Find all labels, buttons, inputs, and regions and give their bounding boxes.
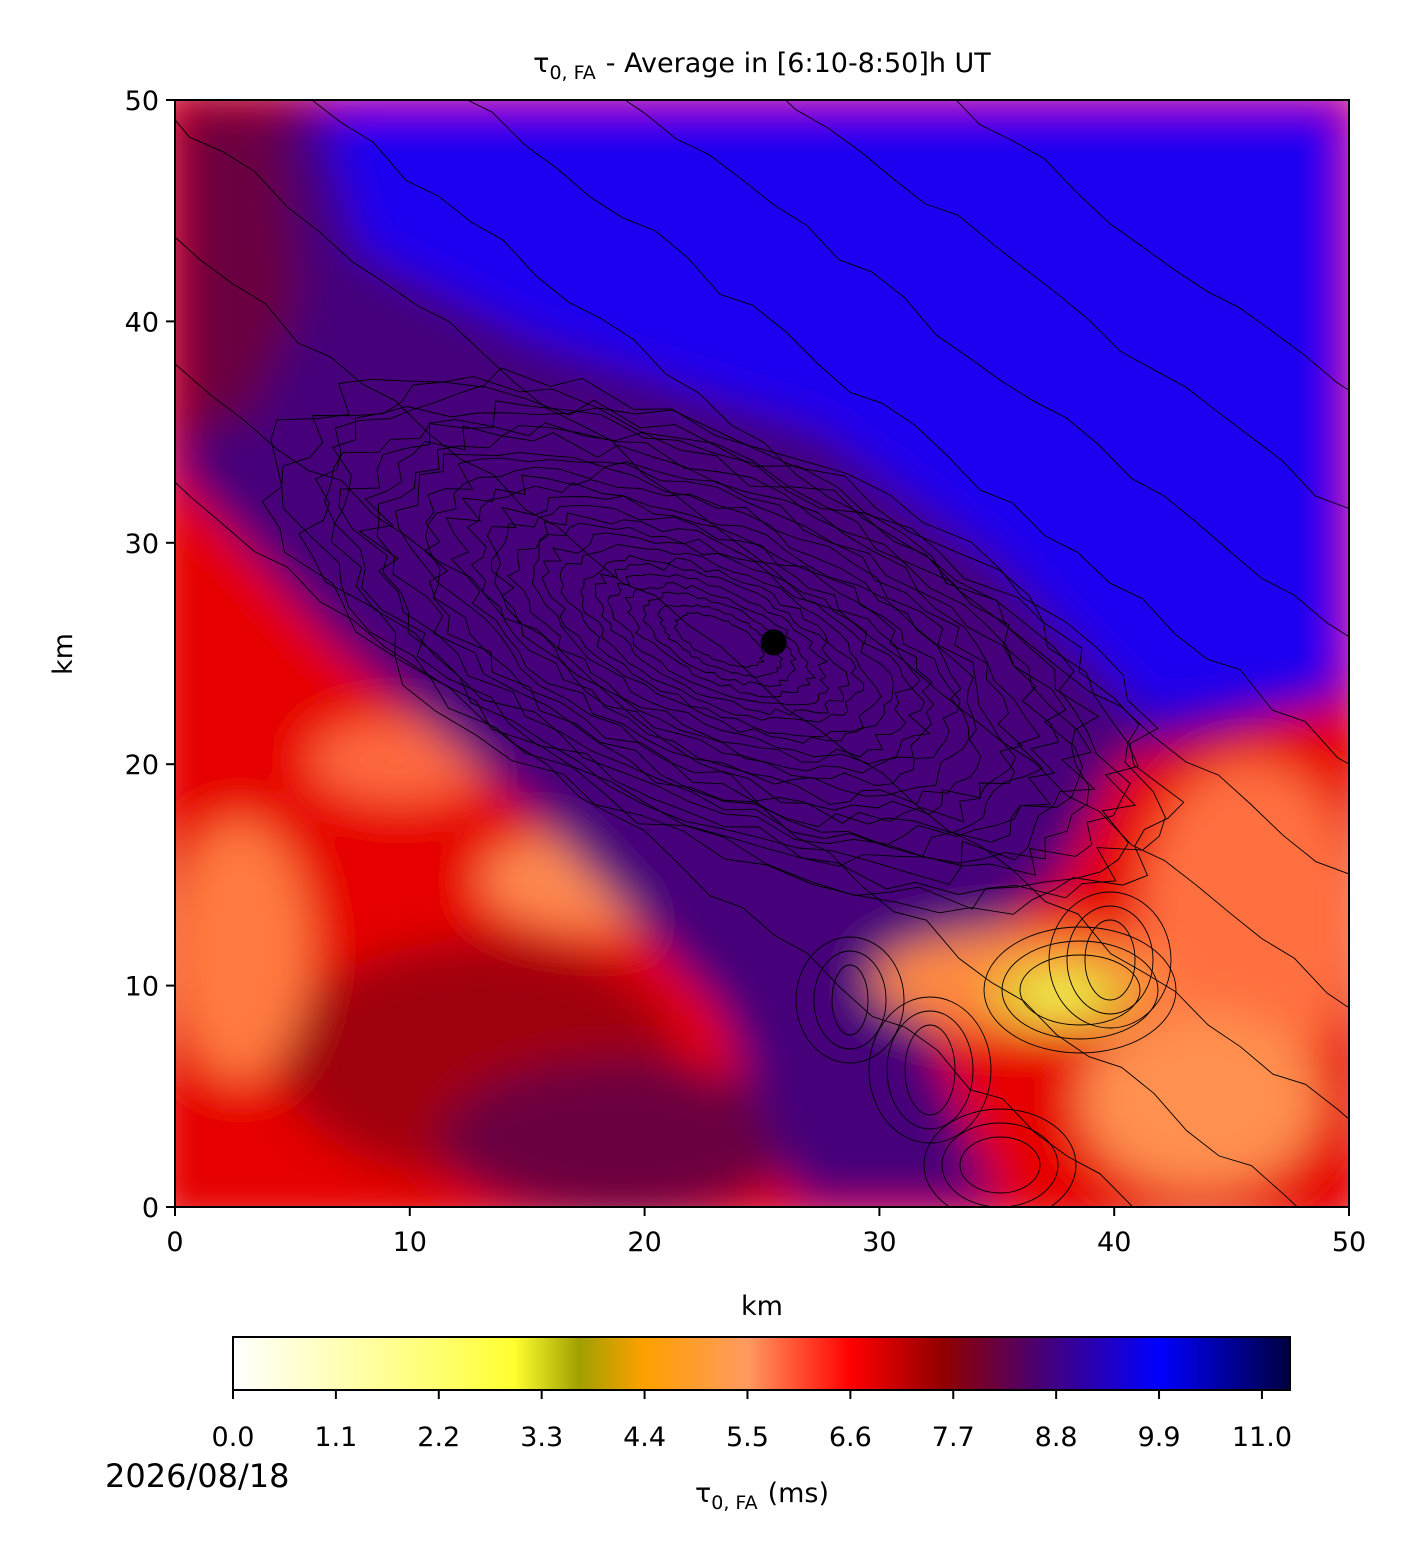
y-axis-label: km	[48, 633, 79, 675]
contour	[784, 100, 1349, 510]
contour	[281, 376, 1166, 910]
y-tick-label: 50	[125, 86, 159, 117]
colorbar-tick-label: 11.0	[1232, 1422, 1292, 1453]
contour	[559, 544, 882, 738]
colorbar-tick-label: 5.5	[726, 1422, 769, 1453]
contour	[904, 1024, 956, 1116]
contour	[175, 363, 1299, 1207]
y-tick-label: 30	[125, 529, 159, 560]
contour	[955, 100, 1349, 391]
x-axis-label: km	[741, 1291, 783, 1322]
contour	[642, 591, 797, 687]
colorbar-tick-label: 2.2	[417, 1422, 460, 1453]
y-tick-label: 20	[125, 750, 159, 781]
colorbar-tick-label: 3.3	[520, 1422, 563, 1453]
contour	[959, 1136, 1041, 1194]
contour	[175, 119, 1349, 1009]
contour	[338, 419, 1096, 867]
contour	[580, 554, 865, 723]
colorbar-tick-label: 9.9	[1138, 1422, 1181, 1453]
colorbar-tick-label: 1.1	[314, 1422, 357, 1453]
contour	[1084, 919, 1136, 1001]
colorbar-unit: (ms)	[768, 1478, 829, 1509]
y-tick-label: 40	[125, 307, 159, 338]
contour	[1019, 954, 1141, 1026]
title-symbol: τ	[533, 48, 549, 79]
x-tick-label: 30	[862, 1227, 896, 1258]
contour	[175, 236, 1349, 1120]
contour	[330, 406, 1131, 886]
x-tick-label: 10	[393, 1227, 427, 1258]
x-tick-label: 50	[1332, 1227, 1366, 1258]
contour	[486, 495, 961, 787]
colorbar-tick-label: 0.0	[212, 1422, 255, 1453]
contour	[541, 532, 894, 744]
contour	[1066, 905, 1154, 1015]
date: 2026/08/18	[105, 1457, 289, 1495]
y-tick-label: 0	[142, 1193, 159, 1224]
marker	[760, 629, 787, 656]
contour	[376, 432, 1060, 847]
contour	[983, 926, 1177, 1054]
x-tick-label: 0	[166, 1227, 183, 1258]
colorbar	[232, 1336, 1291, 1391]
colorbar-tick-label: 8.8	[1035, 1422, 1078, 1453]
colorbar-subscript: 0, FA	[711, 1492, 757, 1514]
contour	[394, 451, 1044, 834]
contour	[358, 425, 1083, 857]
contour	[624, 582, 817, 698]
colorbar-tick-label: 6.6	[829, 1422, 872, 1453]
contour	[624, 100, 1349, 638]
colorbar-label: τ0, FA (ms)	[695, 1478, 829, 1514]
contour	[423, 457, 1024, 824]
colorbar-symbol: τ	[695, 1478, 711, 1509]
field	[175, 100, 1349, 1207]
contour	[923, 1108, 1077, 1207]
contour	[831, 964, 869, 1036]
contour	[673, 612, 766, 668]
chart-title: τ0, FA - Average in [6:10-8:50]h UT	[533, 48, 991, 84]
contour	[324, 400, 1100, 867]
contour	[466, 482, 970, 797]
contour	[175, 481, 1134, 1207]
contour	[1001, 940, 1159, 1040]
contour	[311, 100, 1349, 875]
contour	[606, 573, 830, 706]
contour	[813, 950, 887, 1050]
title-subscript: 0, FA	[549, 62, 595, 84]
x-tick-label: 40	[1097, 1227, 1131, 1258]
contour	[425, 466, 1017, 815]
contour	[941, 1122, 1059, 1207]
contour	[594, 562, 850, 716]
colorbar-tick-label: 4.4	[623, 1422, 666, 1453]
contour	[886, 1010, 974, 1130]
contour	[298, 385, 1139, 896]
colorbar-tick-label: 7.7	[932, 1422, 975, 1453]
y-tick-label: 10	[125, 972, 159, 1003]
contour	[795, 936, 905, 1064]
plot-frame	[174, 99, 1350, 1208]
contour	[507, 512, 931, 765]
x-tick-label: 20	[627, 1227, 661, 1258]
contour	[445, 474, 982, 805]
contour	[531, 522, 913, 758]
contour	[1048, 891, 1172, 1029]
contour	[261, 367, 1185, 915]
title-text: - Average in [6:10-8:50]h UT	[606, 48, 992, 79]
contour	[657, 604, 784, 679]
